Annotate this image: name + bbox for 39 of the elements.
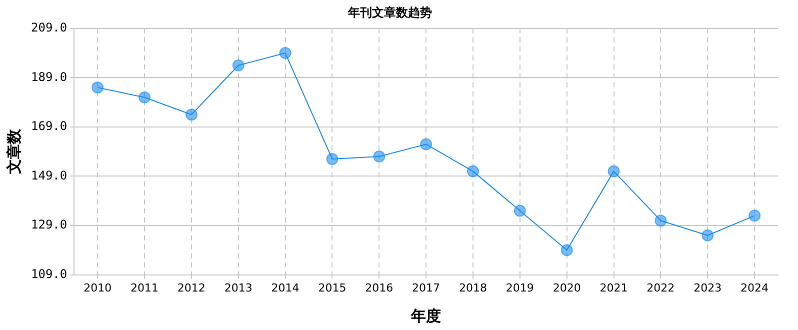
y-tick-label: 129.0 <box>31 218 68 232</box>
point <box>326 152 338 165</box>
x-tick-label: 2023 <box>694 281 722 294</box>
point <box>279 47 292 60</box>
x-tick-label: 2014 <box>271 281 300 294</box>
x-tick-label: 2010 <box>84 281 112 294</box>
point <box>702 229 714 242</box>
x-tick-label: 2012 <box>177 281 206 294</box>
x-tick-label: 2017 <box>412 281 440 294</box>
y-tick-label: 169.0 <box>31 119 68 134</box>
x-axis-title: 年度 <box>410 306 442 325</box>
point <box>654 214 667 227</box>
point <box>232 59 244 72</box>
point <box>466 165 479 178</box>
x-tick-label: 2024 <box>740 281 769 294</box>
point <box>185 108 198 121</box>
x-tick-label: 2018 <box>458 281 487 294</box>
x-tick-label: 2020 <box>552 281 581 294</box>
y-axis-title: 文章数 <box>4 128 23 176</box>
x-tick-label: 2013 <box>224 281 252 294</box>
point <box>560 244 573 256</box>
x-tick-label: 2019 <box>506 281 534 294</box>
x-tick-label: 2021 <box>600 281 628 294</box>
x-tick-label: 2011 <box>130 281 159 294</box>
chart-title: 年刊文章数趋势 <box>347 5 432 20</box>
point <box>373 150 386 163</box>
y-tick-label: 109.0 <box>31 266 68 281</box>
x-tick-label: 2015 <box>318 281 346 294</box>
y-tick-label: 209.0 <box>31 20 68 35</box>
point <box>608 165 620 178</box>
point <box>92 82 104 94</box>
point <box>748 210 761 222</box>
x-tick-label: 2016 <box>365 281 394 294</box>
point <box>514 204 526 217</box>
point <box>138 91 151 104</box>
point <box>420 138 432 150</box>
y-tick-label: 189.0 <box>31 70 68 84</box>
y-tick-label: 149.0 <box>31 168 68 182</box>
x-tick-label: 2022 <box>646 281 675 294</box>
